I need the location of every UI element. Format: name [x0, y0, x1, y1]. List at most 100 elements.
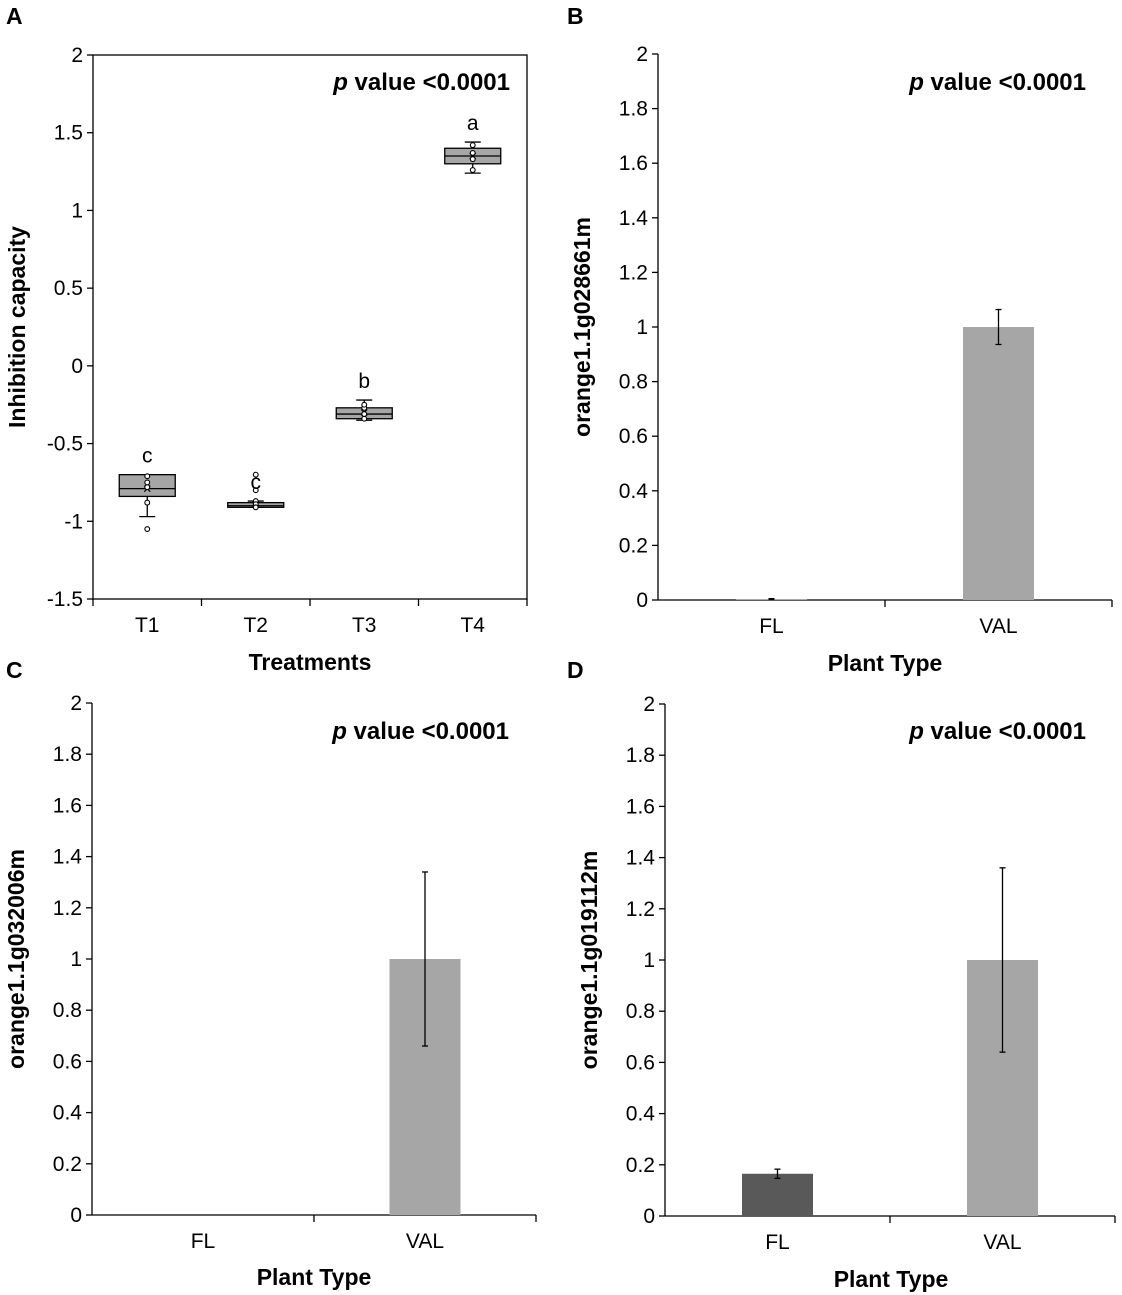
- panel-c-letter: C: [6, 657, 23, 683]
- panel-d-bar-fl: [742, 1173, 813, 1216]
- panel-a-y-tick-label: -0.5: [47, 433, 83, 456]
- panel-b-y-tick-label: 1.2: [619, 261, 648, 284]
- panel-a-box-t4-point: [469, 156, 476, 163]
- panel-a-box-t3-group-letter: b: [358, 370, 370, 393]
- panel-a-box-t2-point: [252, 504, 259, 511]
- panel-d-x-label: Plant Type: [834, 1266, 949, 1292]
- panel-b-y-tick-label: 2: [636, 43, 648, 66]
- panel-d-y-tick-label: 0.4: [626, 1103, 656, 1126]
- panel-c-x-ticks: FL VAL: [191, 1215, 537, 1253]
- panel-b-p-value: p value <0.0001: [908, 69, 1086, 96]
- panel-c: C 2 1.8 1.6 1.4 1.2 1 0.8 0.6 0.4 0.2 0 FL VAL p va…: [3, 657, 537, 1290]
- panel-c-y-tick-label: 0.4: [53, 1102, 83, 1125]
- panel-a-y-tick-label: 2: [71, 44, 83, 67]
- panel-a-box-t4-point: [469, 142, 476, 149]
- panel-d-y-label: orange1.1g019112m: [576, 851, 602, 1070]
- panel-d-y-tick-label: 1.8: [626, 744, 655, 767]
- panel-a-box-t1-group-letter: c: [142, 445, 153, 468]
- panel-d-x-ticks: FL VAL: [765, 1216, 1116, 1254]
- panel-c-bars: [389, 871, 461, 1215]
- panel-a-box-t4-point: [469, 149, 476, 156]
- panel-a-y-tick-label: 0.5: [54, 277, 83, 300]
- panel-c-x-label-fl: FL: [191, 1230, 216, 1253]
- panel-c-y-tick-label: 1.4: [53, 846, 83, 869]
- panel-a-y-tick-label: 1.5: [54, 122, 83, 145]
- panel-a-box-t1-point: [144, 484, 151, 491]
- panel-a-y-tick-label: 1: [71, 199, 83, 222]
- panel-b-letter: B: [567, 3, 584, 29]
- panel-b-x-label-fl: FL: [759, 615, 784, 638]
- panel-a-y-tick-label: -1.5: [47, 588, 83, 611]
- panel-a-x-label-t3: T3: [352, 614, 377, 637]
- panel-b-y-tick-label: 0.8: [619, 371, 648, 394]
- panel-c-y-tick-label: 0.8: [53, 999, 82, 1022]
- panel-c-y-ticks: 2 1.8 1.6 1.4 1.2 1 0.8 0.6 0.4 0.2 0: [53, 692, 92, 1227]
- panel-a-y-tick-label: 0: [71, 355, 83, 378]
- panel-a-y-ticks: 2 1.5 1 0.5 0 -0.5 -1 -1.5: [47, 44, 93, 611]
- panel-d-y-ticks: 2 1.8 1.6 1.4 1.2 1 0.8 0.6 0.4 0.2 0: [626, 693, 665, 1228]
- panel-d-y-tick-label: 2: [643, 693, 655, 716]
- panel-a-box-t3: b: [335, 370, 393, 422]
- panel-a-box-t1: c: [118, 445, 176, 533]
- panel-b-y-ticks: 2 1.8 1.6 1.4 1.2 1 0.8 0.6 0.4 0.2 0: [619, 43, 658, 612]
- panel-a-y-tick-label: -1: [64, 510, 83, 533]
- panel-a-p-value: p value <0.0001: [332, 69, 510, 96]
- panel-d-y-tick-label: 0.2: [626, 1154, 655, 1177]
- panel-d-bars: [742, 867, 1038, 1216]
- panel-a-box-t4-point: [469, 167, 476, 173]
- panel-c-y-tick-label: 0.6: [53, 1050, 82, 1073]
- panel-d-x-label-val: VAL: [983, 1231, 1021, 1254]
- panel-a-box-t4: a: [444, 112, 502, 174]
- panel-c-p-value: p value <0.0001: [331, 718, 509, 745]
- panel-c-y-tick-label: 1.2: [53, 897, 82, 920]
- panel-a-plot-frame: [92, 54, 528, 600]
- panel-a-box-t1-point: [144, 473, 151, 480]
- panel-c-x-label-val: VAL: [406, 1230, 444, 1253]
- panel-a-box-t1-point: [144, 479, 151, 486]
- panel-a-x-label-t1: T1: [135, 614, 160, 637]
- panel-b-y-tick-label: 1: [636, 316, 648, 339]
- panel-c-y-tick-label: 0.2: [53, 1153, 82, 1176]
- panel-a-box-t2-group-letter: c: [251, 471, 262, 494]
- panel-a-y-label: Inhibition capacity: [4, 226, 30, 428]
- panel-b-y-tick-label: 0.6: [619, 425, 648, 448]
- panel-d-y-tick-label: 0.6: [626, 1051, 655, 1074]
- panel-c-y-label: orange1.1g032006m: [3, 849, 29, 1069]
- panel-a-box-t4-group-letter: a: [467, 112, 479, 135]
- panel-d-y-tick-label: 1: [643, 949, 655, 972]
- panel-a-x-label: Treatments: [249, 649, 372, 675]
- panel-b-y-tick-label: 0.2: [619, 534, 648, 557]
- panel-a: A 2 1.5 1 0.5 0 -0.5 -1 -1.5 T1 T2 T3 T4 c c b a p va…: [4, 3, 528, 675]
- panel-d-x-label-fl: FL: [765, 1231, 790, 1254]
- panel-b-bars: [736, 308, 1034, 601]
- panel-b-x-ticks: FL VAL: [759, 600, 1113, 638]
- panel-c-y-tick-label: 1: [70, 948, 82, 971]
- panel-d-y-tick-label: 1.6: [626, 795, 655, 818]
- panel-c-y-tick-label: 1.6: [53, 794, 82, 817]
- panel-d-y-tick-label: 0: [643, 1205, 655, 1228]
- panel-a-box-t2: c: [227, 471, 285, 511]
- panel-c-y-tick-label: 1.8: [53, 743, 82, 766]
- panel-d: D 2 1.8 1.6 1.4 1.2 1 0.8 0.6 0.4 0.2 0 FL VAL p va…: [567, 657, 1116, 1292]
- panel-d-y-tick-label: 1.2: [626, 898, 655, 921]
- panel-c-x-label: Plant Type: [257, 1264, 372, 1290]
- panel-b-x-label-val: VAL: [979, 615, 1017, 638]
- panel-a-box-t2-point: [252, 471, 259, 478]
- panel-a-box-t3-point: [361, 401, 368, 408]
- panel-d-p-value: p value <0.0001: [908, 718, 1086, 745]
- panel-a-x-label-t4: T4: [460, 614, 485, 637]
- panel-c-y-tick-label: 2: [70, 692, 82, 715]
- panel-b-y-tick-label: 1.4: [619, 207, 649, 230]
- panel-a-box-t2-point: [252, 487, 259, 494]
- panel-d-y-tick-label: 0.8: [626, 1000, 655, 1023]
- panel-a-box-t3-point: [361, 415, 368, 422]
- panel-b-y-tick-label: 1.6: [619, 152, 648, 175]
- panel-b-bar-val: [963, 327, 1034, 600]
- panel-a-x-label-t2: T2: [243, 614, 268, 637]
- panel-b-y-tick-label: 1.8: [619, 98, 648, 121]
- panel-a-x-ticks: T1 T2 T3 T4: [92, 599, 528, 637]
- panel-b-x-label: Plant Type: [828, 650, 943, 676]
- panel-c-y-tick-label: 0: [70, 1204, 82, 1227]
- panel-d-letter: D: [567, 657, 584, 683]
